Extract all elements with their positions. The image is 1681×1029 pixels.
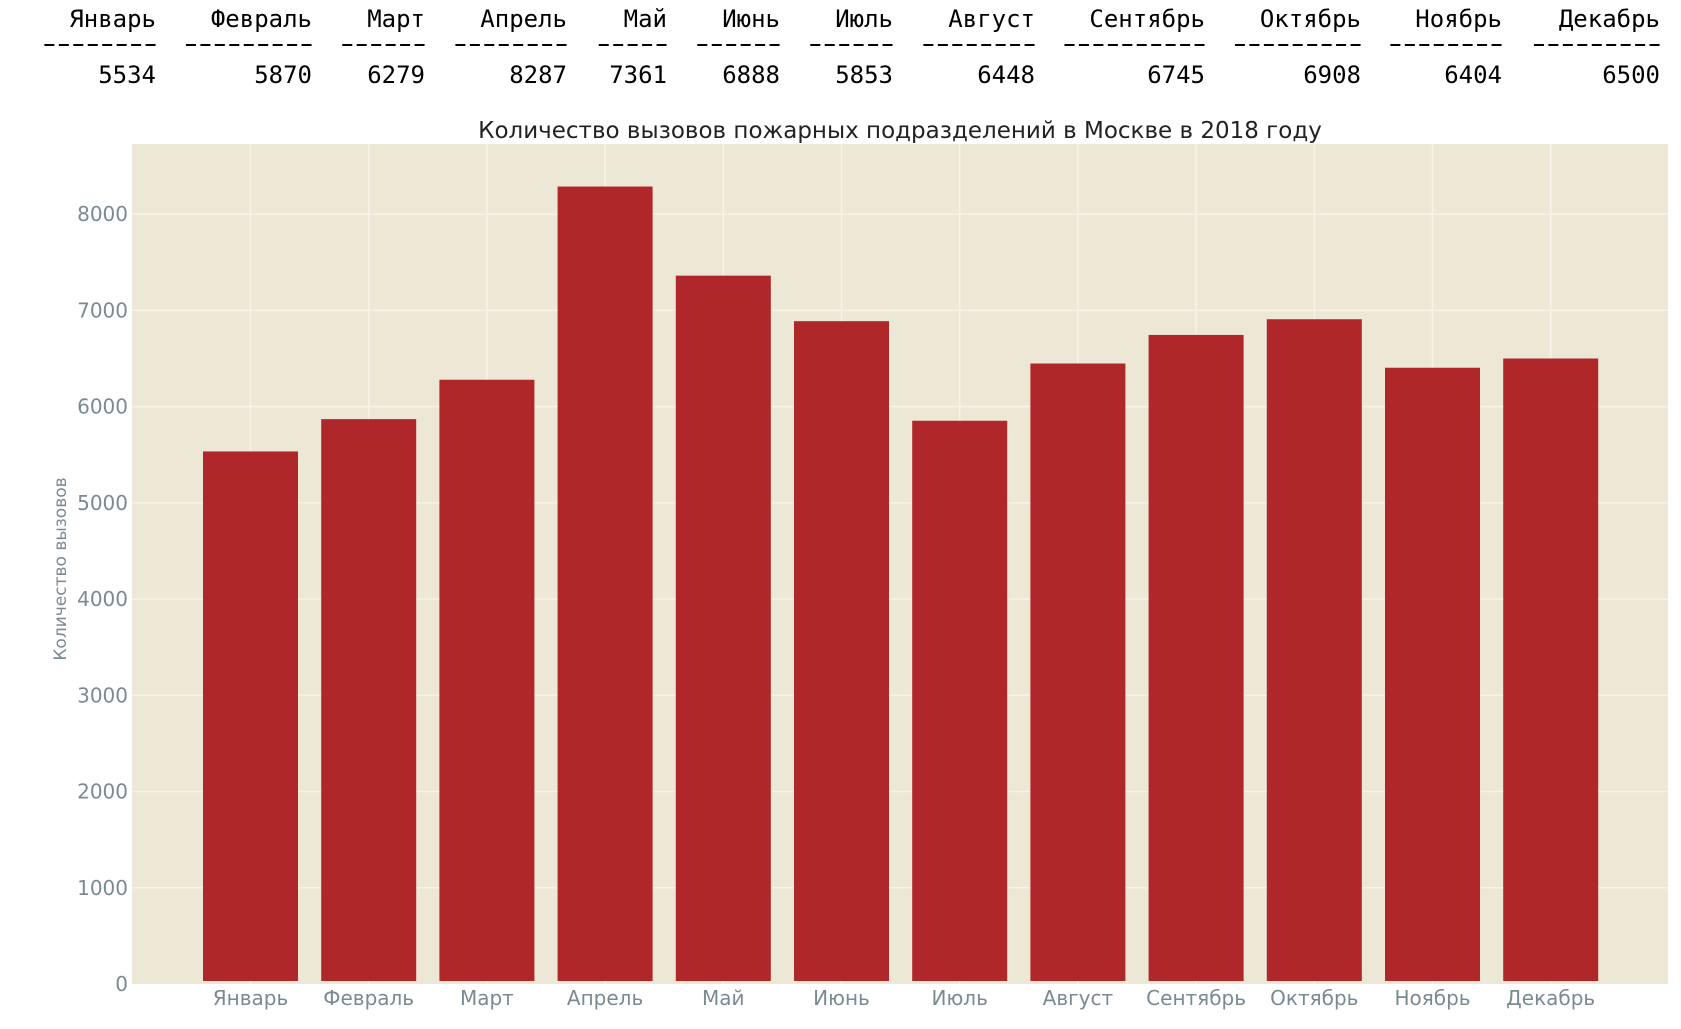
bar-12 (1503, 358, 1599, 982)
y-tick-label: 1000 (77, 876, 128, 900)
x-tick-label: Февраль (323, 986, 414, 1010)
table-value: 8287 (509, 61, 567, 89)
x-tick-label: Август (1043, 986, 1114, 1010)
table-value: 6888 (722, 61, 780, 89)
y-tick-labels: 0 1000 2000 3000 4000 5000 6000 7000 8000 (77, 202, 128, 996)
x-tick-label: Апрель (567, 986, 643, 1010)
monthly-calls-table: Январь 5534 Февраль 5870 Март 6279 Апрель 8287 М… (44, 5, 1660, 89)
bar-8 (1030, 363, 1126, 981)
table-value: 6448 (977, 61, 1035, 89)
table-header: Апрель (480, 5, 567, 33)
table-header: Ноябрь (1415, 5, 1502, 33)
y-tick-label: 0 (115, 972, 128, 996)
table-value: 6404 (1444, 61, 1502, 89)
y-tick-label: 4000 (77, 587, 128, 611)
x-tick-label: Декабрь (1506, 986, 1595, 1010)
table-value: 5534 (98, 61, 156, 89)
table-header: Июнь (722, 5, 780, 33)
x-tick-label: Июль (932, 986, 988, 1010)
bar-9 (1148, 334, 1244, 981)
x-tick-label: Март (460, 986, 514, 1010)
table-value: 6908 (1303, 61, 1361, 89)
bar-4 (557, 186, 653, 982)
bar-3 (439, 379, 535, 981)
table-header: Сентябрь (1089, 5, 1205, 33)
table-value: 6279 (367, 61, 425, 89)
x-tick-label: Июнь (813, 986, 870, 1010)
y-tick-label: 7000 (77, 298, 128, 322)
y-tick-label: 3000 (77, 683, 128, 707)
table-value: 6500 (1602, 61, 1660, 89)
chart-title: Количество вызовов пожарных подразделени… (478, 118, 1322, 144)
y-tick-label: 2000 (77, 780, 128, 804)
bar-10 (1266, 319, 1362, 981)
table-header: Декабрь (1559, 5, 1660, 33)
table-value: 6745 (1147, 61, 1205, 89)
bar-6 (794, 321, 889, 981)
table-value: 5853 (835, 61, 893, 89)
bar-11 (1385, 367, 1480, 982)
bar-2 (321, 419, 417, 982)
x-tick-label: Ноябрь (1394, 986, 1470, 1010)
y-axis-label: Количество вызовов (51, 477, 71, 660)
bar-7 (912, 420, 1008, 981)
x-tick-labels: Январь Февраль Март Апрель Май Июнь Июль Август… (213, 986, 1595, 1010)
table-header: Май (624, 5, 667, 33)
bars (203, 186, 1599, 982)
bar-5 (675, 275, 771, 982)
x-tick-label: Январь (213, 986, 289, 1010)
y-tick-label: 8000 (77, 202, 128, 226)
table-header: Январь (69, 5, 156, 33)
table-value: 5870 (254, 61, 312, 89)
y-tick-label: 5000 (77, 491, 128, 515)
table-value: 7361 (609, 61, 667, 89)
table-header: Июль (835, 5, 893, 33)
table-header: Октябрь (1260, 5, 1361, 33)
x-tick-label: Сентябрь (1146, 986, 1246, 1010)
table-header: Август (948, 5, 1035, 33)
table-header: Февраль (211, 5, 312, 33)
y-tick-label: 6000 (77, 395, 128, 419)
table-header: Март (367, 5, 425, 33)
x-tick-label: Октябрь (1270, 986, 1358, 1010)
bar-1 (203, 451, 298, 981)
x-tick-label: Май (702, 986, 745, 1010)
